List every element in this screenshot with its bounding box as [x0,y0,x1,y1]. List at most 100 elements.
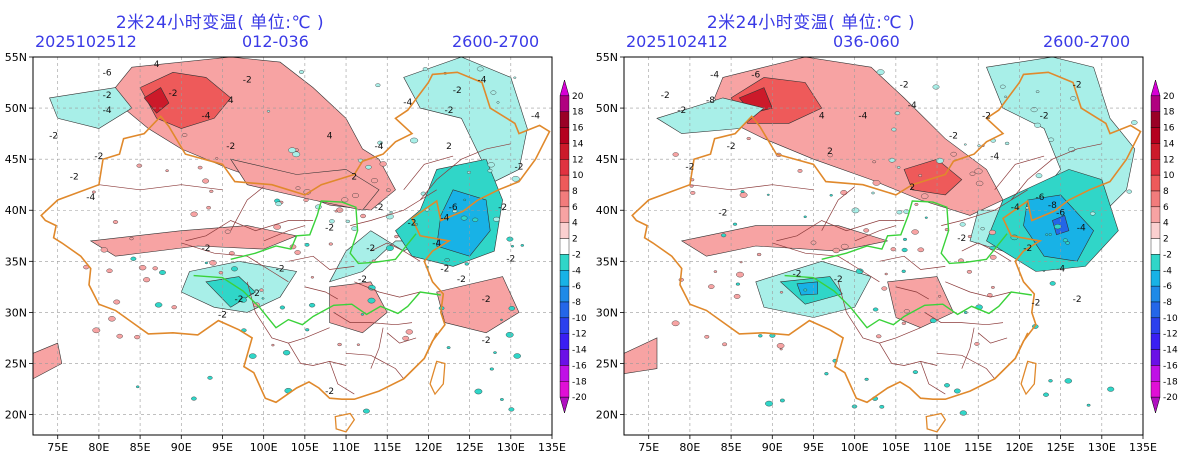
colorbar-cell [1150,285,1161,303]
cold-speckle [803,288,808,292]
warm-speckle [746,136,751,140]
warm-speckle [202,178,210,184]
cold-speckle [953,388,961,394]
taiwan-outline [429,360,446,396]
contour-label: 4 [327,132,333,142]
cold-speckle [275,201,282,207]
colorbar-label: 4 [572,219,578,229]
warm-speckle [911,229,919,235]
cold-speckle [1054,224,1062,230]
warm-speckle [756,252,762,257]
cold-speckle [490,90,497,95]
warm-speckle [92,327,101,334]
warm-speckle [776,343,785,349]
contour-label: -6 [103,68,112,78]
cold-speckle [903,237,908,241]
warm-speckle [303,198,309,203]
province-boundary [689,184,814,191]
colorbar-cell [559,190,570,208]
colorbar-label: -14 [572,346,587,356]
warm-speckle [224,229,231,234]
river-line [193,274,441,329]
colorbar-cell [559,254,570,271]
colorbar-label: -10 [572,314,587,324]
warm-speckle [394,235,399,239]
province-boundary [181,242,289,283]
contour-label: -4 [710,70,719,80]
colorbar-label: 14 [572,139,584,149]
colorbar-label: -6 [572,282,581,292]
colorbar-label: -16 [1163,361,1178,371]
cold-speckle [299,70,305,74]
cold-speckle [510,244,515,248]
warm-speckle [371,178,379,184]
cold-speckle [292,151,301,158]
lon-tick-label: 90E [171,441,192,454]
lon-tick-label: 120E [414,441,442,454]
lon-tick-label: 100E [250,441,278,454]
lon-tick-label: 115E [373,441,401,454]
lat-tick-label: 35N [596,255,618,268]
colorbar-cell [1150,79,1161,97]
contour-label: -4 [531,111,540,121]
colorbar-label: -10 [1163,314,1178,324]
province-boundary [895,286,929,300]
warm-speckle [134,335,141,340]
init-time: 2025102412 [626,32,728,51]
map-frame [623,56,1144,436]
contour-label: -2 [325,387,334,397]
province-boundary [354,281,421,298]
warm-speckle [872,160,877,164]
panel-title: 2米24小时变温( 单位:℃ ) [115,13,325,33]
province-boundary [920,361,946,395]
warm-speckle [116,333,123,339]
cold-speckle [876,69,885,75]
warm-speckle [990,285,995,289]
lat-tick-label: 45N [596,153,618,166]
colorbar-cell [559,95,570,112]
province-boundary [837,281,921,344]
contour-label: -4 [432,239,441,249]
warm-speckle [671,320,680,327]
warm-speckle [337,342,342,347]
lon-tick-label: 85E [130,441,151,454]
colorbar-label: 2 [572,235,578,245]
map-field: -4 -6-2-8-2-2-4-2-4-242-2-2-42-2-4-6-8-6-… [624,57,1143,435]
cold-speckle [732,222,738,226]
coastline [994,332,1029,380]
cold-speckle [279,305,286,310]
warm-speckle [310,276,314,279]
cold-speckle [499,398,504,401]
national-border [631,71,1142,404]
province-boundary [879,255,946,270]
cold-speckle [944,383,950,388]
warm-speckle [113,299,121,305]
lat-tick-label: 40N [5,204,27,217]
hainan-outline [925,412,947,433]
lon-tick-label: 125E [456,441,484,454]
province-boundary [230,186,264,231]
cold-speckle [493,216,500,222]
contour-label: -2 [949,132,958,142]
warm-speckle [704,334,710,339]
colorbar-label: -14 [1163,346,1178,356]
warm-speckle [890,247,896,252]
river-line [821,200,1008,265]
province-boundary [419,143,511,201]
cold-speckle [266,110,271,113]
cold-speckle [824,372,829,376]
contour-label: -2 [325,224,334,234]
warm-speckle [295,186,301,190]
cold-speckle [520,244,524,247]
contour-label: 2 [446,142,452,152]
contour-label: -2 [685,162,694,172]
contour-label: -4 [103,106,112,116]
cold-speckle [345,219,350,223]
contour-label: 4 [228,96,234,106]
colorbar-label: 10 [1163,171,1175,181]
warm-speckle [334,209,338,213]
warm-speckle [352,192,360,198]
warm-speckle [143,277,151,283]
colorbar-label: -8 [1163,298,1172,308]
cold-speckle [288,147,297,153]
